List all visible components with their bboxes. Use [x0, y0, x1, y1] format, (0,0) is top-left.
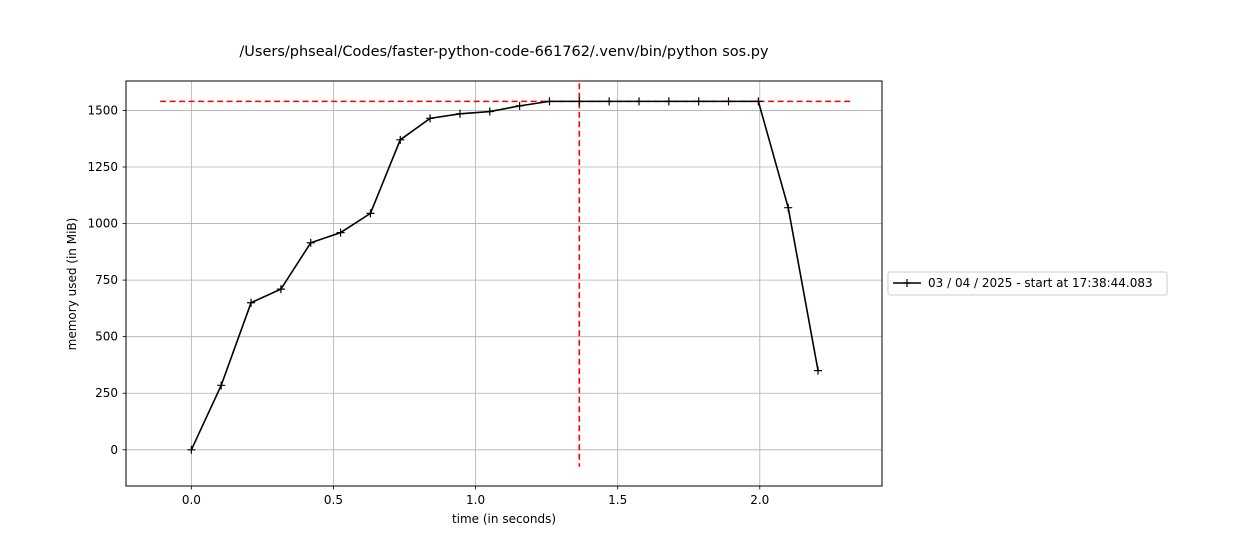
x-tick-label: 1.5 — [608, 493, 627, 507]
reference-lines — [160, 83, 851, 467]
data-point-marker — [605, 97, 614, 106]
memory-series-line — [190, 100, 819, 451]
data-point-marker — [217, 381, 226, 390]
data-point-marker — [784, 203, 793, 212]
data-point-marker — [635, 97, 643, 106]
x-tick-label: 2.0 — [750, 493, 769, 507]
data-point-marker — [664, 97, 673, 106]
legend-box — [887, 271, 1168, 296]
y-tick-label: 250 — [95, 386, 118, 400]
legend: 03 / 04 / 2025 - start at 17:38:44.083 — [887, 271, 1168, 296]
data-point-marker — [426, 114, 435, 123]
data-point-marker — [455, 109, 464, 118]
data-point-marker — [694, 97, 703, 106]
x-axis-ticks: 0.0 0.5 1.0 1.5 2.0 — [182, 486, 769, 507]
y-tick-label: 1000 — [87, 217, 118, 231]
data-point-marker — [306, 238, 315, 247]
x-tick-label: 1.0 — [466, 493, 485, 507]
y-tick-label: 500 — [95, 330, 118, 344]
y-tick-label: 1250 — [87, 160, 118, 174]
data-point-marker — [724, 97, 733, 106]
grid-lines — [126, 81, 882, 486]
data-point-marker — [396, 135, 405, 144]
x-axis-label: time (in seconds) — [452, 512, 556, 526]
y-tick-label: 0 — [110, 443, 118, 457]
data-point-marker — [814, 366, 823, 375]
series-layer — [187, 97, 823, 454]
data-point-marker — [545, 97, 554, 106]
y-axis-ticks: 0 250 500 750 1000 1250 1500 — [87, 103, 126, 457]
chart-title: /Users/phseal/Codes/faster-python-code-6… — [239, 44, 769, 60]
plot-area-frame — [125, 80, 883, 487]
data-point-marker — [366, 209, 375, 218]
data-point-marker — [575, 97, 584, 106]
legend-label: 03 / 04 / 2025 - start at 17:38:44.083 — [928, 276, 1153, 290]
data-point-marker — [187, 445, 196, 454]
y-axis-label: memory used (in MiB) — [65, 218, 79, 351]
data-point-marker — [485, 107, 494, 116]
data-point-marker — [247, 298, 256, 307]
data-point-marker — [754, 97, 763, 106]
y-tick-label: 750 — [95, 273, 118, 287]
x-tick-label: 0.5 — [324, 493, 343, 507]
data-point-marker — [336, 228, 345, 237]
legend-marker-plus — [903, 279, 911, 287]
data-point-marker — [515, 101, 524, 110]
x-tick-label: 0.0 — [182, 493, 201, 507]
data-point-marker — [276, 285, 285, 294]
y-tick-label: 1500 — [87, 103, 118, 117]
